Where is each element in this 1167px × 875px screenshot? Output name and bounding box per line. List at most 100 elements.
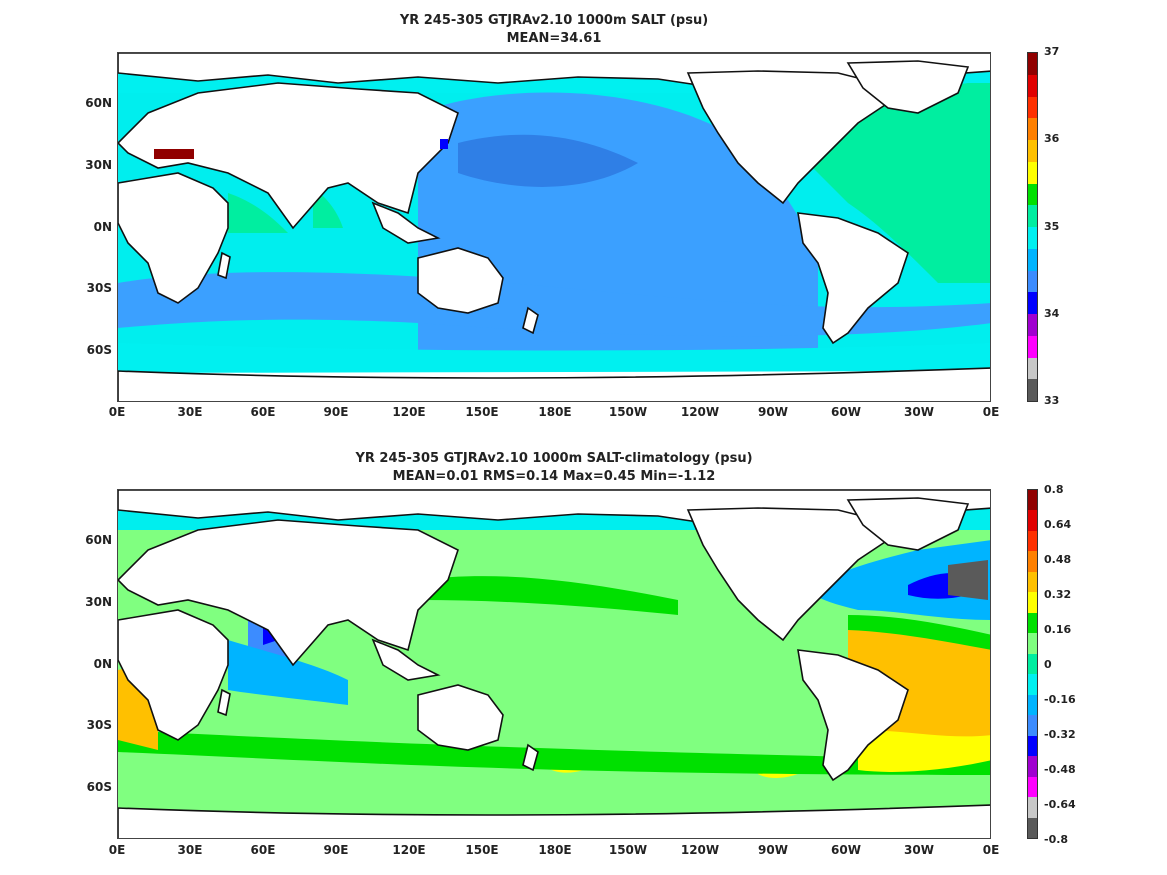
colorbar-label: -0.8 bbox=[1044, 833, 1069, 846]
lon-label: 180E bbox=[538, 843, 572, 857]
colorbar-swatch bbox=[1028, 797, 1037, 818]
colorbar-label: 0.16 bbox=[1044, 623, 1072, 636]
lat-label-30n: 30N bbox=[85, 158, 112, 172]
anomaly-map-graphic bbox=[118, 490, 990, 838]
colorbar-swatch bbox=[1028, 335, 1037, 358]
colorbar-swatch bbox=[1028, 96, 1037, 119]
colorbar-swatch bbox=[1028, 183, 1037, 206]
lon-label: 60E bbox=[250, 405, 276, 419]
colorbar-label: -0.48 bbox=[1044, 763, 1076, 776]
colorbar-swatch bbox=[1028, 227, 1037, 249]
colorbar-swatch bbox=[1028, 633, 1037, 654]
colorbar-label: 0.32 bbox=[1044, 588, 1072, 601]
lon-label: 0E bbox=[108, 405, 126, 419]
lon-label: 60W bbox=[831, 405, 861, 419]
colorbar-label: 35 bbox=[1044, 220, 1060, 233]
colorbar-label: 0.8 bbox=[1044, 483, 1064, 496]
colorbar-label: -0.32 bbox=[1044, 728, 1076, 741]
colorbar-swatch bbox=[1028, 510, 1037, 531]
colorbar-swatch bbox=[1028, 205, 1037, 227]
mediterranean-high-salinity bbox=[154, 149, 194, 159]
lat-label-30s: 30S bbox=[86, 718, 112, 732]
lat-label-30n: 30N bbox=[85, 595, 112, 609]
colorbar-swatch bbox=[1028, 612, 1037, 634]
map-subtitle-salinity: MEAN=34.61 bbox=[506, 31, 602, 46]
lon-label: 0E bbox=[108, 843, 126, 857]
colorbar-swatch bbox=[1028, 314, 1037, 336]
colorbar-swatch bbox=[1028, 357, 1037, 380]
lon-label: 120W bbox=[680, 843, 720, 857]
colorbar-label: 0 bbox=[1044, 658, 1052, 671]
colorbar-swatch bbox=[1028, 118, 1037, 140]
lon-label: 120E bbox=[392, 843, 426, 857]
lon-label: 30E bbox=[177, 405, 203, 419]
lon-label: 90W bbox=[758, 843, 788, 857]
colorbar-swatch bbox=[1028, 140, 1037, 162]
colorbar-swatch bbox=[1028, 776, 1037, 798]
colorbar-swatch bbox=[1028, 248, 1037, 271]
colorbar-swatch bbox=[1028, 817, 1037, 838]
lon-label: 30E bbox=[177, 843, 203, 857]
lat-label-0n: 0N bbox=[93, 657, 112, 671]
colorbar-swatch bbox=[1028, 674, 1037, 695]
colorbar-swatch bbox=[1028, 161, 1037, 184]
colorbar-swatch bbox=[1028, 571, 1037, 593]
colorbar-swatch bbox=[1028, 74, 1037, 97]
map-title-salinity: YR 245-305 GTJRAv2.10 1000m SALT (psu) bbox=[399, 13, 709, 28]
lon-label: 150E bbox=[465, 843, 499, 857]
colorbar-swatch bbox=[1028, 292, 1037, 314]
lat-label-0n: 0N bbox=[93, 220, 112, 234]
salinity-map-graphic bbox=[118, 53, 990, 401]
lat-label-60n: 60N bbox=[85, 533, 112, 547]
lon-label: 90E bbox=[323, 405, 349, 419]
colorbar-swatch bbox=[1028, 653, 1037, 675]
colorbar-label: 36 bbox=[1044, 132, 1060, 145]
colorbar-label: 37 bbox=[1044, 45, 1060, 58]
lon-label: 150W bbox=[608, 843, 648, 857]
lon-label: 120W bbox=[680, 405, 720, 419]
colorbar-swatch bbox=[1028, 270, 1037, 293]
southern-band bbox=[118, 272, 990, 337]
lon-label: 150E bbox=[465, 405, 499, 419]
lon-label: 90W bbox=[758, 405, 788, 419]
lon-label: 180E bbox=[538, 405, 572, 419]
colorbar-swatch bbox=[1028, 490, 1037, 511]
lat-label-60n: 60N bbox=[85, 96, 112, 110]
lat-label-60s: 60S bbox=[86, 343, 112, 357]
colorbar-swatch bbox=[1028, 756, 1037, 777]
colorbar-swatch bbox=[1028, 53, 1037, 75]
lon-label: 90E bbox=[323, 843, 349, 857]
colorbar-swatch bbox=[1028, 551, 1037, 572]
colorbar-label: -0.64 bbox=[1044, 798, 1076, 811]
colorbar-swatch bbox=[1028, 530, 1037, 552]
colorbar-anomaly bbox=[1027, 489, 1038, 839]
colorbar-label: 0.48 bbox=[1044, 553, 1072, 566]
lon-label: 120E bbox=[392, 405, 426, 419]
colorbar-label: 0.64 bbox=[1044, 518, 1072, 531]
land-masses bbox=[118, 53, 990, 401]
map-subtitle-anomaly: MEAN=0.01 RMS=0.14 Max=0.45 Min=-1.12 bbox=[392, 469, 716, 484]
lat-label-60s: 60S bbox=[86, 780, 112, 794]
colorbar-swatch bbox=[1028, 715, 1037, 736]
colorbar-swatch bbox=[1028, 592, 1037, 613]
lon-label: 60E bbox=[250, 843, 276, 857]
salinity-map bbox=[117, 52, 991, 402]
colorbar-swatch bbox=[1028, 379, 1037, 401]
lon-label: 30W bbox=[904, 405, 934, 419]
anomaly-map bbox=[117, 489, 991, 839]
colorbar-swatch bbox=[1028, 735, 1037, 757]
land-masses bbox=[118, 490, 990, 838]
lon-label: 0E bbox=[982, 405, 1000, 419]
lon-label: 0E bbox=[982, 843, 1000, 857]
atlantic-water bbox=[808, 83, 990, 283]
lon-label: 60W bbox=[831, 843, 861, 857]
lon-label: 150W bbox=[608, 405, 648, 419]
colorbar-label: 33 bbox=[1044, 394, 1060, 407]
lon-label: 30W bbox=[904, 843, 934, 857]
colorbar-label: -0.16 bbox=[1044, 693, 1076, 706]
colorbar-label: 34 bbox=[1044, 307, 1060, 320]
lat-label-30s: 30S bbox=[86, 281, 112, 295]
colorbar-salinity bbox=[1027, 52, 1038, 402]
colorbar-swatch bbox=[1028, 694, 1037, 716]
map-title-anomaly: YR 245-305 GTJRAv2.10 1000m SALT-climato… bbox=[355, 451, 753, 466]
